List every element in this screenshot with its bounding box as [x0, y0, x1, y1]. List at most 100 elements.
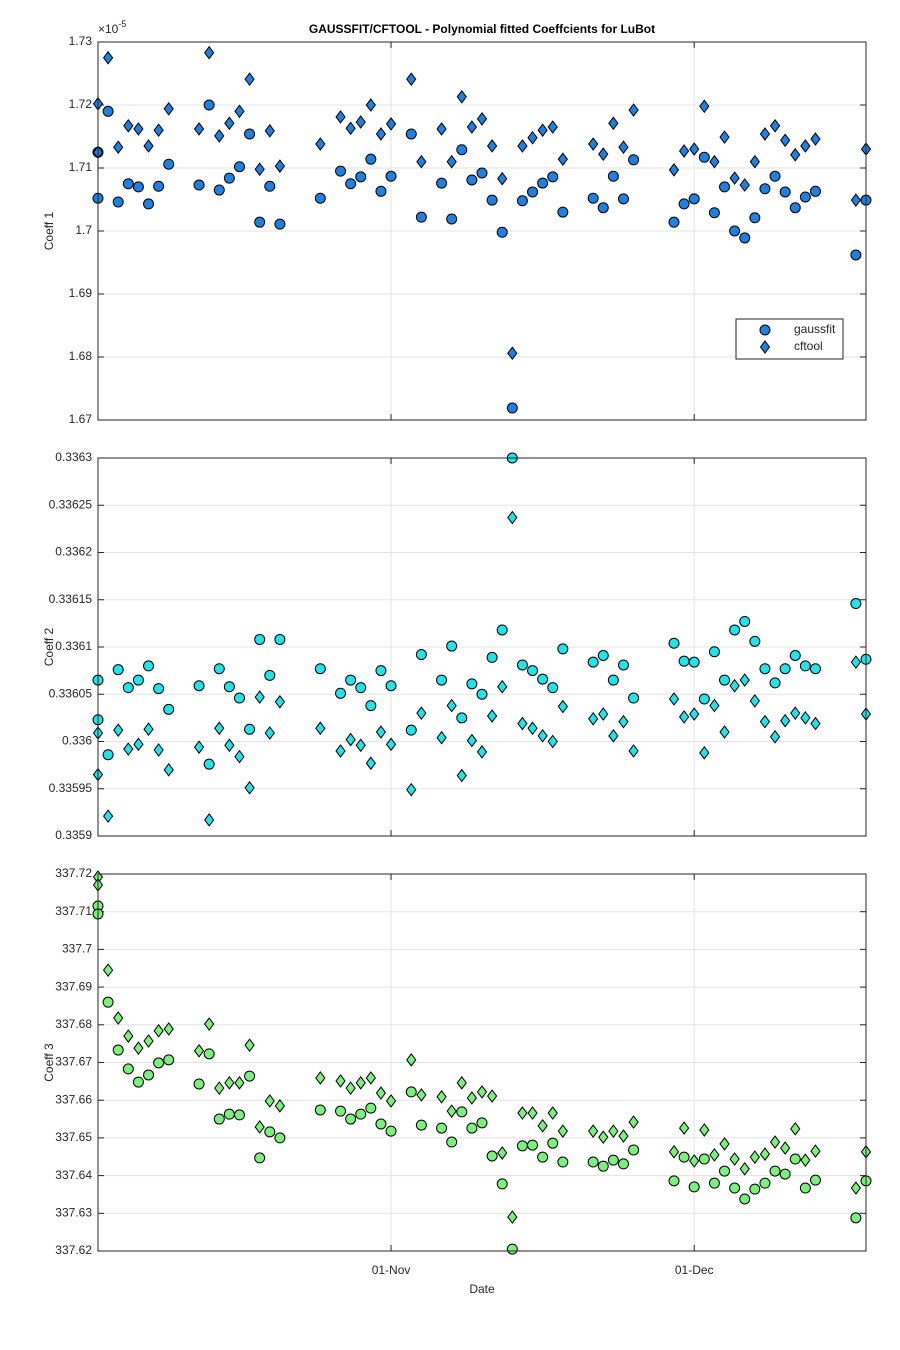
- diamond-marker: [517, 139, 528, 153]
- diamond-marker: [709, 1148, 720, 1162]
- circle-marker: [688, 656, 700, 668]
- diamond-marker: [193, 1043, 205, 1058]
- circle-marker: [809, 1174, 821, 1186]
- circle-marker: [617, 193, 629, 205]
- diamond-marker: [678, 1121, 690, 1135]
- diamond-marker: [739, 178, 750, 192]
- circle-marker: [739, 615, 751, 627]
- diamond-marker: [790, 1122, 801, 1136]
- diamond-marker: [780, 133, 791, 148]
- circle-marker: [769, 1165, 781, 1177]
- diamond-marker: [699, 746, 710, 760]
- circle-marker: [850, 598, 862, 610]
- diamond-marker: [113, 1011, 124, 1025]
- diamond-marker: [759, 127, 771, 141]
- circle-marker: [476, 1117, 488, 1129]
- circle-marker: [516, 659, 528, 671]
- diamond-marker: [749, 1150, 760, 1164]
- circle-marker: [799, 191, 811, 203]
- circle-marker: [789, 1153, 801, 1165]
- circle-marker: [617, 1158, 629, 1170]
- diamond-marker: [193, 122, 205, 136]
- circle-marker: [335, 687, 347, 699]
- circle-marker: [213, 663, 225, 675]
- diamond-marker: [588, 711, 599, 726]
- x-tick-label: 01-Dec: [675, 1263, 714, 1277]
- circle-marker: [335, 1105, 347, 1117]
- diamond-marker: [537, 1119, 548, 1133]
- circle-marker: [799, 1182, 811, 1194]
- diamond-marker: [678, 144, 690, 158]
- diamond-marker: [699, 99, 710, 114]
- circle-marker: [314, 192, 326, 204]
- circle-marker: [749, 212, 761, 224]
- diamond-marker: [719, 1137, 730, 1151]
- diamond-marker: [406, 782, 417, 797]
- multiplier-base: ×10: [98, 22, 119, 36]
- diamond-marker: [153, 1023, 164, 1038]
- circle-marker: [163, 158, 175, 170]
- legend-box: [735, 318, 844, 360]
- diamond-marker: [749, 694, 760, 708]
- circle-marker: [466, 1122, 478, 1134]
- diamond-marker: [436, 1089, 447, 1104]
- circle-marker: [466, 174, 478, 186]
- y-tick-label: 0.33595: [49, 781, 93, 795]
- diamond-marker: [365, 98, 376, 112]
- diamond-marker: [547, 734, 558, 749]
- y-tick-label: 0.3362: [55, 545, 92, 559]
- circle-marker: [365, 700, 377, 712]
- diamond-marker: [729, 1152, 740, 1166]
- diamond-marker: [436, 730, 447, 745]
- diamond-marker: [598, 707, 609, 721]
- circle-marker: [244, 723, 256, 735]
- diamond-marker: [163, 763, 174, 777]
- diamond-marker: [102, 50, 114, 65]
- circle-marker: [314, 663, 326, 675]
- diamond-marker: [163, 1022, 174, 1036]
- diamond-marker: [113, 140, 124, 155]
- circle-marker: [314, 1104, 326, 1116]
- diamond-marker: [153, 123, 164, 138]
- diamond-marker: [355, 115, 366, 129]
- diamond-marker: [254, 690, 265, 704]
- circle-marker: [739, 232, 751, 244]
- y-tick-label: 337.69: [55, 979, 92, 993]
- circle-marker: [203, 1048, 215, 1060]
- circle-marker: [537, 673, 549, 685]
- diamond-marker: [345, 121, 356, 136]
- diamond-marker: [850, 193, 862, 207]
- y-tick-label: 1.67: [69, 412, 93, 426]
- circle-marker: [143, 1069, 155, 1081]
- circle-marker: [587, 192, 599, 204]
- diamond-marker: [264, 726, 275, 740]
- diamond-marker: [274, 159, 286, 173]
- circle-marker: [254, 216, 266, 228]
- circle-marker: [486, 651, 498, 663]
- y-tick-label: 337.64: [55, 1168, 92, 1182]
- circle-marker: [345, 674, 357, 686]
- circle-marker: [143, 660, 155, 672]
- diamond-marker: [456, 89, 467, 104]
- diamond-marker: [769, 729, 781, 744]
- diamond-marker: [588, 137, 599, 151]
- circle-marker: [365, 1102, 377, 1114]
- diamond-marker: [365, 1071, 376, 1085]
- diamond-marker: [800, 711, 811, 725]
- diamond-marker: [456, 1076, 467, 1090]
- x-tick-label: 01-Nov: [372, 1263, 411, 1277]
- diamond-marker: [224, 116, 235, 131]
- diamond-marker: [790, 147, 801, 162]
- diamond-marker: [618, 140, 629, 155]
- circle-marker: [122, 178, 134, 190]
- diamond-marker: [719, 725, 730, 739]
- circle-marker: [112, 1044, 124, 1056]
- circle-marker: [415, 211, 427, 223]
- circle-marker: [132, 181, 144, 193]
- diamond-marker: [224, 1076, 235, 1090]
- diamond-marker: [446, 1104, 457, 1118]
- y-tick-label: 0.33605: [49, 686, 93, 700]
- diamond-marker: [375, 725, 387, 739]
- diamond-marker: [790, 706, 801, 720]
- diamond-marker: [446, 698, 457, 713]
